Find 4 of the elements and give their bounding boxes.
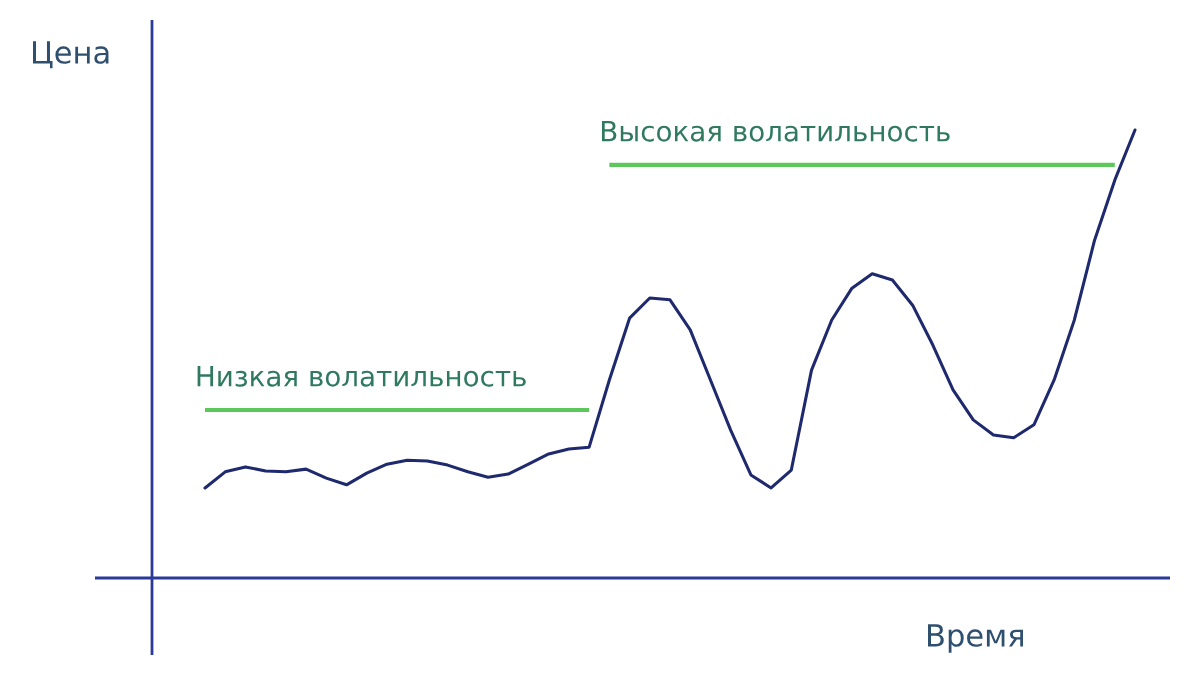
y-axis-title: Цена [33,41,109,69]
x-axis-title: Время [928,624,1023,653]
series-label: Высокая волатильность [601,121,950,142]
series-label: Низкая волатильность [197,366,526,387]
